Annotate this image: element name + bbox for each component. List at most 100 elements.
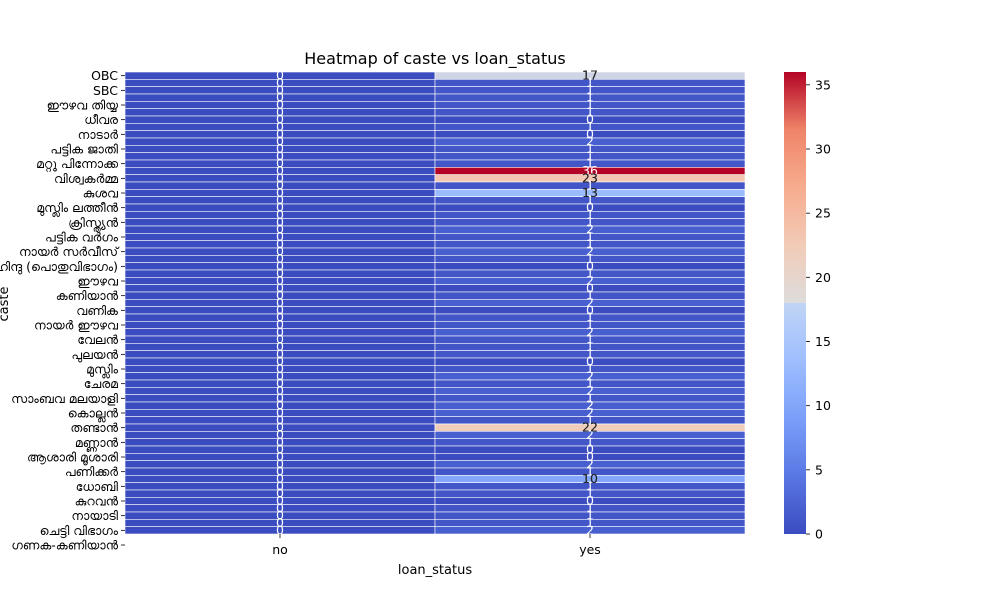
cell-label-no-34: 0 — [276, 317, 284, 332]
y-tick-label-32: ഗണക-കണിയാൻ — [11, 538, 118, 553]
y-tick-label-28: ധോബി — [76, 479, 119, 494]
cell-label-yes-17: 1 — [586, 192, 594, 207]
chart-title: Heatmap of caste vs loan_status — [304, 49, 565, 69]
colorbar-tick-label-15: 15 — [815, 334, 831, 349]
colorbar-tick-label-5: 5 — [815, 462, 823, 477]
cell-label-no-57: 0 — [276, 486, 284, 501]
cell-label-no-18: 0 — [276, 200, 284, 215]
y-tick-label-16: വണിക — [76, 303, 119, 318]
y-tick-label-30: നായാടി — [71, 508, 118, 523]
cell-label-yes-37: 1 — [586, 339, 594, 354]
cell-label-no-35: 0 — [276, 324, 284, 339]
colorbar-tick-label-35: 35 — [815, 77, 831, 92]
cell-label-no-11: 0 — [276, 148, 284, 163]
colorbar-ticks: 0 5 10 15 20 25 30 35 — [806, 77, 831, 542]
cell-label-no-36: 0 — [276, 332, 284, 347]
cell-label-yes-1: 1 — [586, 75, 594, 90]
cell-label-yes-61: 1 — [586, 515, 594, 530]
x-axis-label: loan_status — [398, 563, 472, 578]
cell-label-no-40: 0 — [276, 361, 284, 376]
cell-label-no-47: 0 — [276, 412, 284, 427]
cell-label-yes-20: 1 — [586, 214, 594, 229]
y-tick-label-22: സാംബവ മലയാളി — [11, 391, 118, 406]
cell-label-no-32: 0 — [276, 302, 284, 317]
cell-label-no-55: 0 — [276, 471, 284, 486]
cell-label-no-28: 0 — [276, 273, 284, 288]
y-tick-label-20: മുസ്ലിം — [86, 362, 119, 379]
cell-label-no-1: 0 — [276, 75, 284, 90]
cell-label-no-50: 0 — [276, 434, 284, 449]
cell-label-no-3: 0 — [276, 90, 284, 105]
cell-label-yes-56: 1 — [586, 478, 594, 493]
cell-label-yes-22: 1 — [586, 229, 594, 244]
y-tick-label-17: നായർ ഈഴവ — [34, 318, 119, 333]
y-tick-label-2: ഈഴവ തിയ്യ — [47, 98, 120, 113]
y-tick-label-18: വേലൻ — [77, 332, 118, 347]
cell-label-no-8: 0 — [276, 126, 284, 141]
cell-label-yes-25: 1 — [586, 251, 594, 266]
y-tick-label-29: കുറവൻ — [75, 494, 119, 509]
y-tick-label-8: കുശവ — [83, 186, 119, 201]
cell-label-no-59: 0 — [276, 500, 284, 515]
cell-label-no-10: 0 — [276, 141, 284, 156]
colorbar-tick-label-20: 20 — [815, 270, 831, 285]
cell-label-yes-30: 1 — [586, 288, 594, 303]
cell-label-yes-24: 2 — [586, 244, 594, 259]
cell-label-no-17: 0 — [276, 192, 284, 207]
cell-label-no-53: 0 — [276, 456, 284, 471]
y-tick-label-31: ചെട്ടി വിഭാഗം — [40, 523, 119, 538]
cell-label-yes-59: 1 — [586, 500, 594, 515]
heatmap-cells — [124, 71, 746, 535]
cell-label-yes-7: 1 — [586, 119, 594, 134]
y-tick-label-7: വിശ്വകർമ്മ — [54, 171, 119, 186]
cell-label-no-12: 0 — [276, 156, 284, 171]
cell-label-yes-18: 0 — [586, 200, 594, 215]
cell-label-no-52: 0 — [276, 449, 284, 464]
y-tick-label-19: പുലയൻ — [71, 347, 118, 363]
cell-label-no-61: 0 — [276, 515, 284, 530]
colorbar-tick-label-0: 0 — [815, 527, 823, 542]
cell-label-no-39: 0 — [276, 354, 284, 369]
colorbar-tick-label-25: 25 — [815, 206, 831, 221]
cell-label-yes-43: 2 — [586, 383, 594, 398]
cell-label-yes-highlight-0: 17 — [582, 68, 598, 83]
cell-label-yes-47: 1 — [586, 412, 594, 427]
cell-label-no-15: 0 — [276, 178, 284, 193]
cell-label-yes-52: 0 — [586, 449, 594, 464]
cell-label-yes-16: 13 — [582, 185, 598, 200]
cell-label-yes-14: 23 — [582, 170, 598, 185]
colorbar-tick-label-30: 30 — [815, 142, 831, 157]
cell-label-yes-8: 0 — [586, 126, 594, 141]
cell-label-yes-12: 1 — [586, 156, 594, 171]
cell-label-no-43: 0 — [276, 383, 284, 398]
cell-label-no-58: 0 — [276, 493, 284, 508]
cell-label-no-30: 0 — [276, 288, 284, 303]
y-tick-label-1: SBC — [93, 83, 118, 98]
cell-label-no-27: 0 — [276, 266, 284, 281]
cell-label-yes-5: 1 — [586, 104, 594, 119]
colorbar — [784, 72, 806, 534]
y-tick-label-15: കണിയാൻ — [56, 288, 119, 303]
cell-label-yes-highlight-55: 10 — [582, 471, 598, 486]
y-tick-label-26: ആശാരി മൂശാരി — [27, 450, 118, 466]
cell-label-yes-21: 2 — [586, 222, 594, 237]
cell-label-no-62: 0 — [276, 522, 284, 537]
cell-label-no-16: 0 — [276, 185, 284, 200]
cell-label-yes-11: 1 — [586, 148, 594, 163]
cell-label-yes-31: 2 — [586, 295, 594, 310]
cell-label-yes-23: 1 — [586, 236, 594, 251]
cell-label-no-46: 0 — [276, 405, 284, 420]
y-tick-label-24: തണ്ടാൻ — [70, 420, 118, 435]
cell-label-yes-6: 0 — [586, 112, 594, 127]
cell-label-no-41: 0 — [276, 368, 284, 383]
cell-label-no-33: 0 — [276, 310, 284, 325]
cell-label-yes-45: 2 — [586, 398, 594, 413]
cell-label-no-44: 0 — [276, 390, 284, 405]
y-tick-label-14: ഈഴവ — [77, 274, 119, 289]
cell-label-no-6: 0 — [276, 112, 284, 127]
cell-label-yes-35: 2 — [586, 324, 594, 339]
y-tick-label-25: മണ്ണാൻ — [75, 435, 119, 453]
cell-label-yes-44: 1 — [586, 390, 594, 405]
y-tick-label-12: നായർ സർവീസ് — [19, 244, 120, 259]
cell-label-no-60: 0 — [276, 508, 284, 523]
